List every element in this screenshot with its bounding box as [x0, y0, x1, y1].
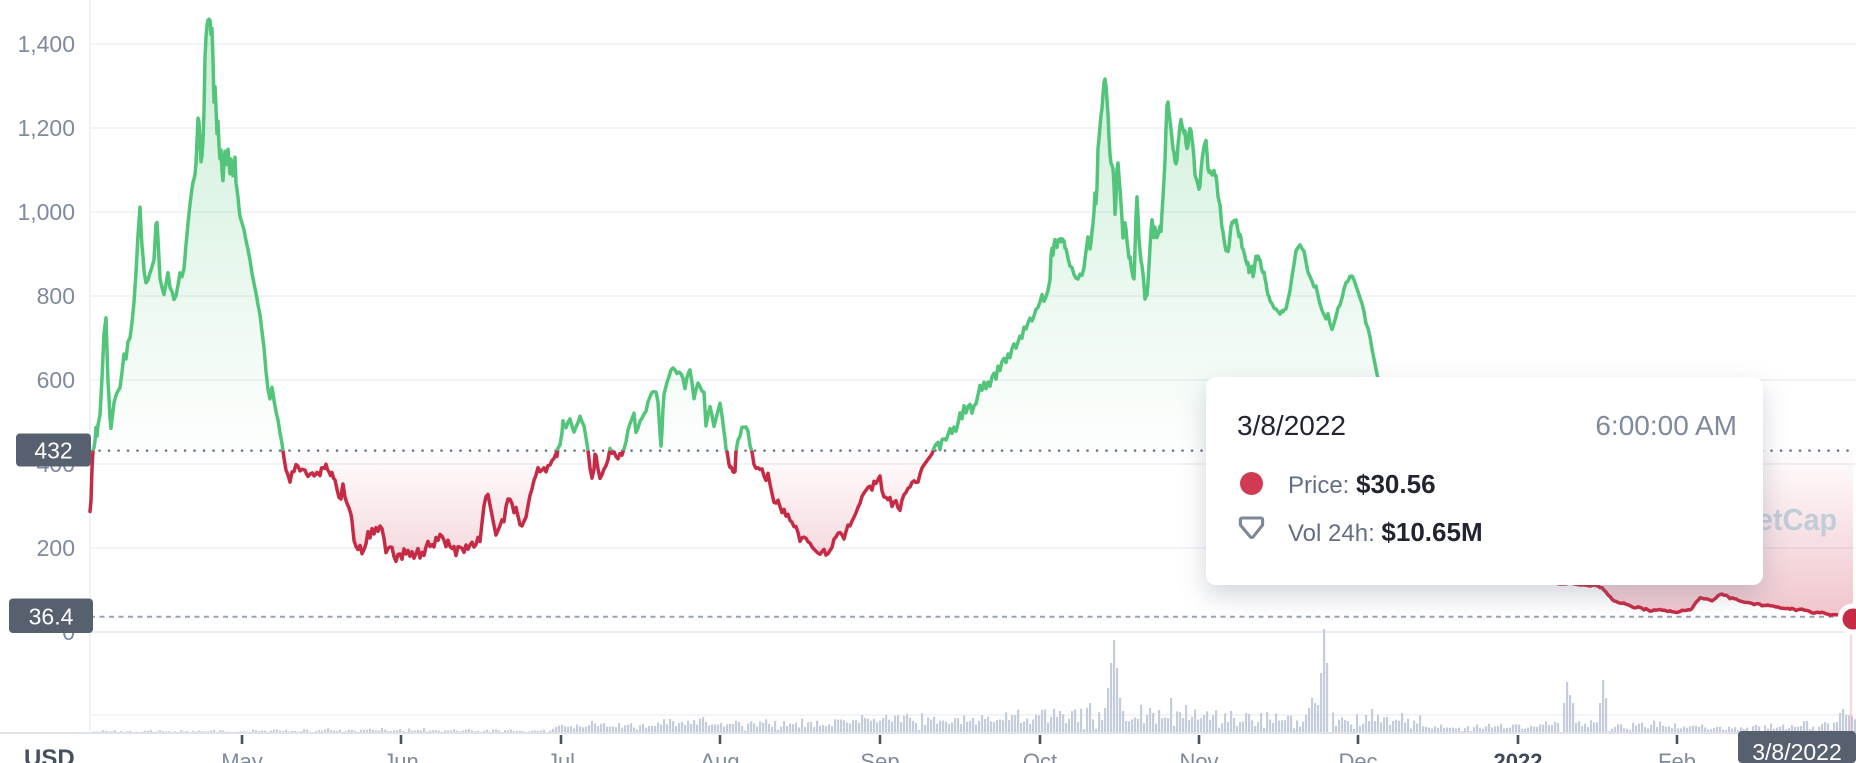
- svg-text:200: 200: [37, 535, 75, 561]
- svg-text:Sep: Sep: [860, 749, 899, 763]
- svg-text:Dec: Dec: [1338, 749, 1377, 763]
- svg-text:1,400: 1,400: [17, 31, 75, 57]
- svg-text:432: 432: [34, 438, 72, 464]
- svg-text:1,200: 1,200: [17, 115, 75, 141]
- svg-text:Feb: Feb: [1658, 749, 1696, 763]
- svg-text:Jun: Jun: [383, 749, 418, 763]
- svg-text:Oct: Oct: [1023, 749, 1057, 763]
- svg-text:600: 600: [37, 367, 75, 393]
- svg-text:USD: USD: [24, 745, 75, 763]
- svg-text:Nov: Nov: [1179, 749, 1218, 763]
- svg-text:800: 800: [37, 283, 75, 309]
- svg-text:2022: 2022: [1494, 749, 1543, 763]
- svg-text:36.4: 36.4: [29, 604, 74, 630]
- svg-text:Jul: Jul: [547, 749, 575, 763]
- svg-text:3/8/2022: 3/8/2022: [1752, 739, 1842, 763]
- svg-text:May: May: [221, 749, 263, 763]
- svg-text:1,000: 1,000: [17, 199, 75, 225]
- svg-text:Aug: Aug: [700, 749, 739, 763]
